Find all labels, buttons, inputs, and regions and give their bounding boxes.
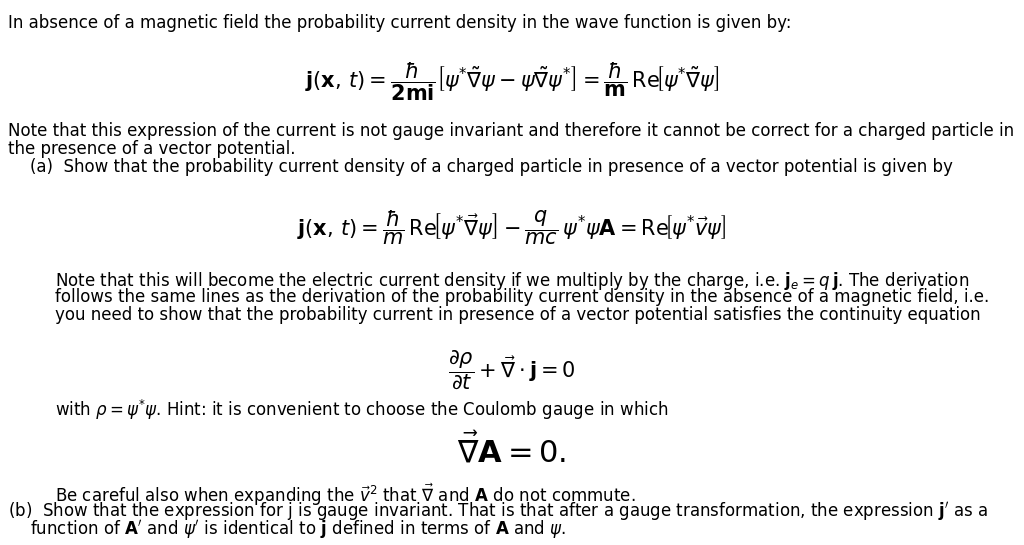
Text: $\mathbf{j}(\mathbf{x},\,t) = \dfrac{\hbar}{\mathbf{2mi}} \left[ \psi^{*} \tilde: $\mathbf{j}(\mathbf{x},\,t) = \dfrac{\hb… bbox=[305, 60, 719, 102]
Text: $\mathbf{j}(\mathbf{x},\,t) = \dfrac{\hbar}{m}\,\mathrm{Re}\!\left[ \psi^{*}\vec: $\mathbf{j}(\mathbf{x},\,t) = \dfrac{\hb… bbox=[297, 208, 727, 246]
Text: follows the same lines as the derivation of the probability current density in t: follows the same lines as the derivation… bbox=[55, 288, 989, 306]
Text: you need to show that the probability current in presence of a vector potential : you need to show that the probability cu… bbox=[55, 306, 981, 324]
Text: (a)  Show that the probability current density of a charged particle in presence: (a) Show that the probability current de… bbox=[30, 158, 953, 176]
Text: In absence of a magnetic field the probability current density in the wave funct: In absence of a magnetic field the proba… bbox=[8, 14, 792, 32]
Text: $\vec{\nabla}\mathbf{A} = 0.$: $\vec{\nabla}\mathbf{A} = 0.$ bbox=[458, 432, 566, 468]
Text: function of $\mathbf{A'}$ and $\psi'$ is identical to $\mathbf{j}$ defined in te: function of $\mathbf{A'}$ and $\psi'$ is… bbox=[30, 518, 566, 541]
Text: with $\rho = \psi^{*}\psi$. Hint: it is convenient to choose the Coulomb gauge i: with $\rho = \psi^{*}\psi$. Hint: it is … bbox=[55, 398, 669, 422]
Text: Note that this expression of the current is not gauge invariant and therefore it: Note that this expression of the current… bbox=[8, 122, 1014, 140]
Text: Note that this will become the electric current density if we multiply by the ch: Note that this will become the electric … bbox=[55, 270, 969, 292]
Text: the presence of a vector potential.: the presence of a vector potential. bbox=[8, 140, 296, 158]
Text: (b)  Show that the expression for j is gauge invariant. That is that after a gau: (b) Show that the expression for j is ga… bbox=[8, 500, 988, 523]
Text: $\dfrac{\partial\rho}{\partial t} + \vec{\nabla}\cdot\mathbf{j} = 0$: $\dfrac{\partial\rho}{\partial t} + \vec… bbox=[449, 348, 575, 391]
Text: Be careful also when expanding the $\vec{v}^{2}$ that $\vec{\nabla}$ and $\mathb: Be careful also when expanding the $\vec… bbox=[55, 482, 636, 508]
